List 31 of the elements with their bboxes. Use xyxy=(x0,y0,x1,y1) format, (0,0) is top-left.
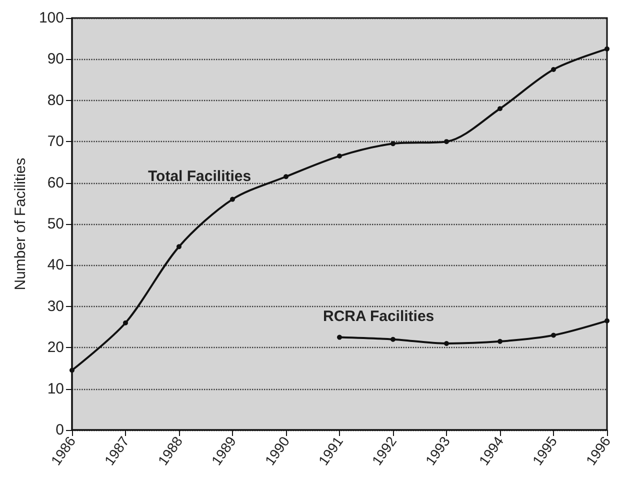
point xyxy=(230,196,235,202)
y-tick-label: 60 xyxy=(47,174,64,192)
y-tick-label: 30 xyxy=(47,298,64,315)
point xyxy=(284,174,288,180)
point xyxy=(176,244,182,250)
point xyxy=(337,154,342,159)
point xyxy=(444,340,449,346)
y-tick-label: 80 xyxy=(47,92,64,109)
series-label: RCRA Facilities xyxy=(323,308,434,325)
y-tick-label: 0 xyxy=(56,422,64,438)
point xyxy=(551,332,556,338)
point xyxy=(444,139,449,144)
y-tick-label: 90 xyxy=(47,50,64,68)
y-axis-title: Number of Facilities xyxy=(12,158,30,290)
y-tick-label: 50 xyxy=(47,216,64,232)
series-label: Total Facilities xyxy=(148,168,252,185)
point xyxy=(337,334,342,340)
point xyxy=(123,320,128,326)
y-tick-label: 10 xyxy=(47,380,64,398)
y-tick-label: 70 xyxy=(47,133,64,150)
point xyxy=(390,336,396,342)
y-tick-label: 40 xyxy=(47,256,64,274)
point xyxy=(498,338,502,344)
point xyxy=(390,141,396,146)
point xyxy=(604,318,610,324)
y-tick-label: 100 xyxy=(38,10,64,26)
point xyxy=(604,46,610,52)
point xyxy=(498,106,502,112)
point xyxy=(551,67,556,72)
point xyxy=(70,368,74,373)
y-tick-label: 20 xyxy=(47,339,64,356)
